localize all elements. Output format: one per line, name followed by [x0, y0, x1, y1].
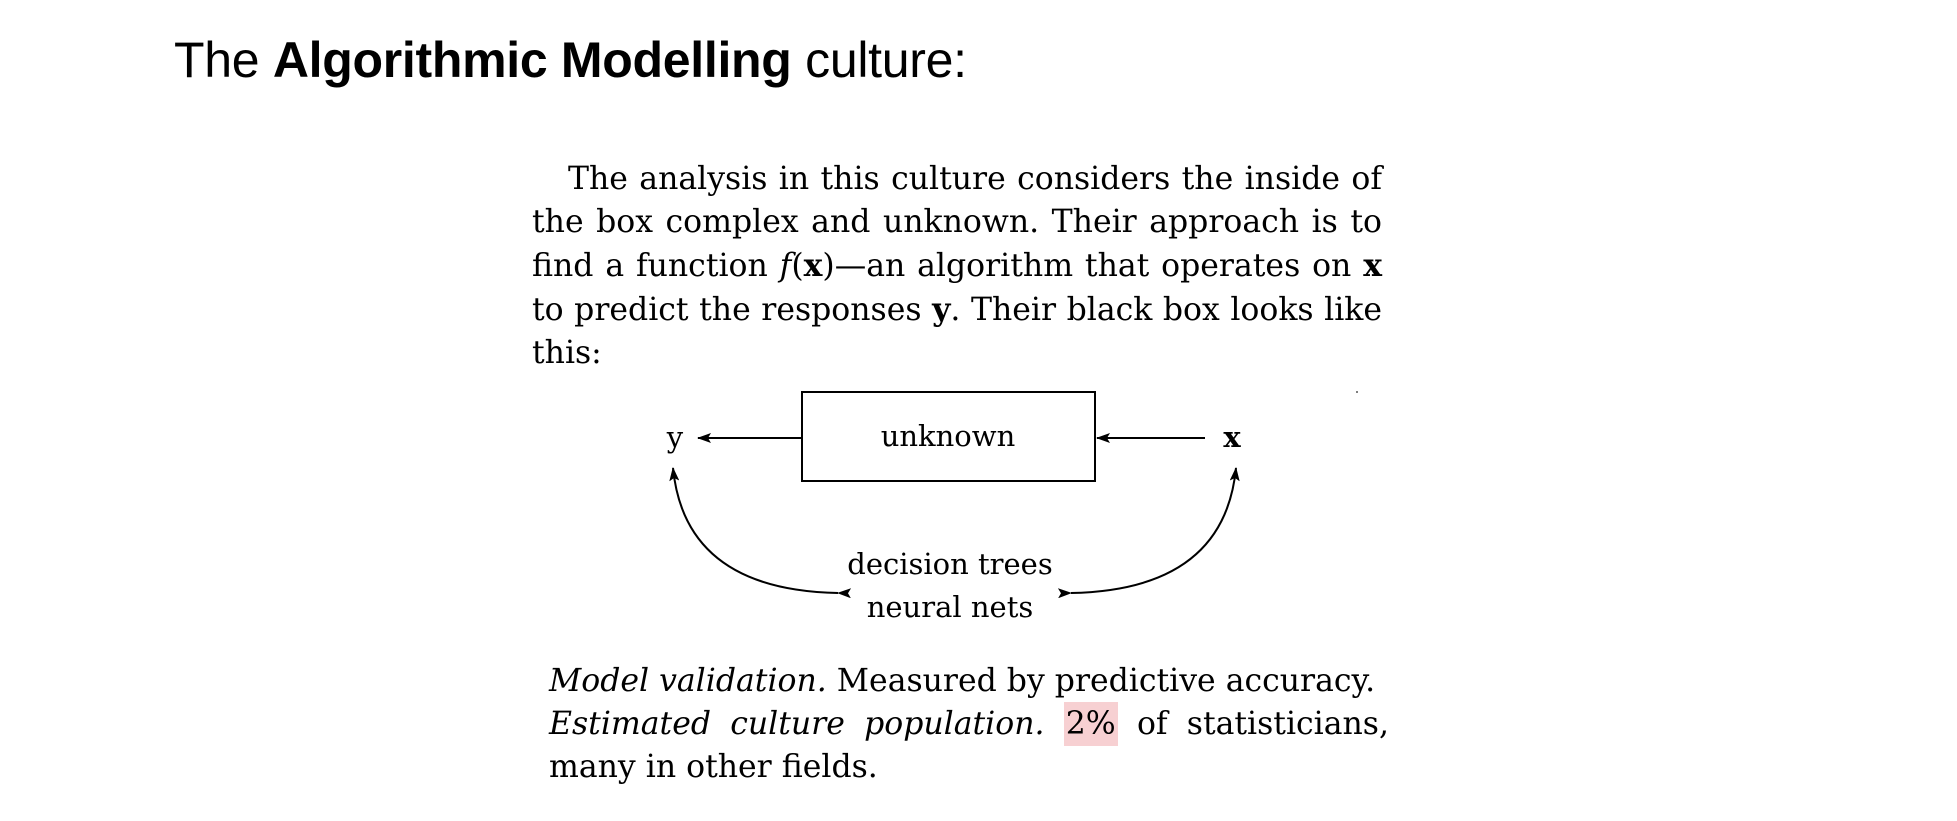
excerpt-end: . Their black box looks like this:: [532, 292, 1382, 371]
excerpt-after: )—an algorithm that operates on: [822, 248, 1352, 284]
paren-open: (: [791, 248, 804, 284]
arrow-curve-left: [669, 467, 852, 599]
slide-title: The Algorithmic Modelling culture:: [174, 30, 967, 90]
model-validation-line: Model validation. Measured by predictive…: [549, 660, 1389, 703]
excerpt-mid: to predict the responses: [532, 292, 922, 328]
stray-dot: [1356, 391, 1358, 393]
model-validation-label: Model validation.: [549, 663, 827, 699]
excerpt-text: The analysis in this culture considers t…: [532, 158, 1382, 375]
method-decision-trees: decision trees: [847, 547, 1052, 581]
excerpt-paragraph: The analysis in this culture considers t…: [532, 158, 1382, 375]
x-label: x: [1223, 420, 1241, 454]
unknown-label: unknown: [881, 419, 1016, 453]
validation-block: Model validation. Measured by predictive…: [549, 660, 1389, 789]
x-bold: x: [803, 247, 823, 284]
model-validation-text: Measured by predictive accuracy.: [836, 663, 1376, 699]
population-text: of statisticians, many in other fields.: [549, 706, 1389, 785]
title-suffix: culture:: [805, 32, 967, 88]
arrow-curve-right: [1057, 467, 1240, 599]
title-bold: Algorithmic Modelling: [272, 32, 792, 88]
population-highlight: 2%: [1063, 702, 1118, 746]
title-prefix: The: [174, 32, 260, 88]
unknown-box: [801, 391, 1096, 482]
population-label: Estimated culture population.: [549, 706, 1045, 742]
y-bold: y: [932, 291, 951, 328]
method-neural-nets: neural nets: [867, 590, 1034, 624]
function-f: f: [779, 248, 792, 284]
population-line: Estimated culture population. 2% of stat…: [549, 702, 1389, 789]
x-bold-2: x: [1363, 247, 1382, 284]
y-label: y: [666, 420, 684, 454]
excerpt-p1: The analysis in this culture considers t…: [532, 161, 1382, 284]
